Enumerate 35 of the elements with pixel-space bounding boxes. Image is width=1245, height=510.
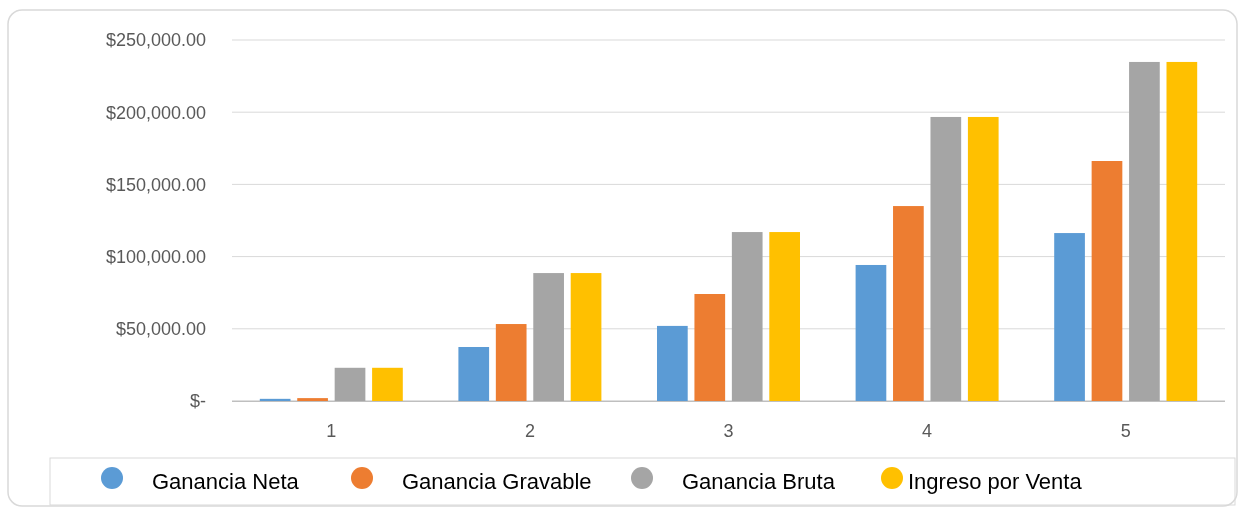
y-tick-label: $- (189, 391, 206, 412)
y-tick-label: $200,000.00 (105, 102, 206, 123)
bar (731, 232, 763, 401)
legend-label: Ganancia Gravable (402, 468, 592, 494)
bar (1091, 161, 1123, 401)
y-tick-label: $150,000.00 (105, 174, 206, 195)
legend-label: Ganancia Bruta (682, 468, 836, 494)
bar (259, 398, 291, 401)
bar (1129, 61, 1160, 401)
bar (533, 273, 564, 401)
bar (930, 116, 962, 401)
bar (694, 294, 726, 401)
x-tick-label: 2 (524, 421, 535, 441)
bar (495, 324, 527, 401)
bar (334, 367, 366, 401)
bar (1166, 61, 1198, 401)
y-tick-label: $250,000.00 (105, 30, 206, 51)
x-tick-label: 5 (1120, 421, 1131, 441)
y-tick-label: $50,000.00 (115, 319, 206, 340)
bar (570, 273, 602, 401)
legend-label: Ganancia Neta (152, 468, 300, 494)
y-tick-label: $100,000.00 (105, 246, 206, 267)
bar (372, 367, 403, 401)
bar (458, 346, 490, 401)
bar (1054, 233, 1085, 401)
x-tick-label: 3 (723, 421, 734, 441)
legend-label: Ingreso por Venta (908, 468, 1083, 494)
bar (297, 398, 328, 401)
bar (855, 264, 887, 401)
bar (657, 325, 688, 401)
bar (967, 116, 999, 401)
bar (769, 232, 800, 401)
bar (893, 206, 924, 401)
x-tick-label: 4 (922, 421, 933, 441)
x-tick-label: 1 (326, 421, 337, 441)
